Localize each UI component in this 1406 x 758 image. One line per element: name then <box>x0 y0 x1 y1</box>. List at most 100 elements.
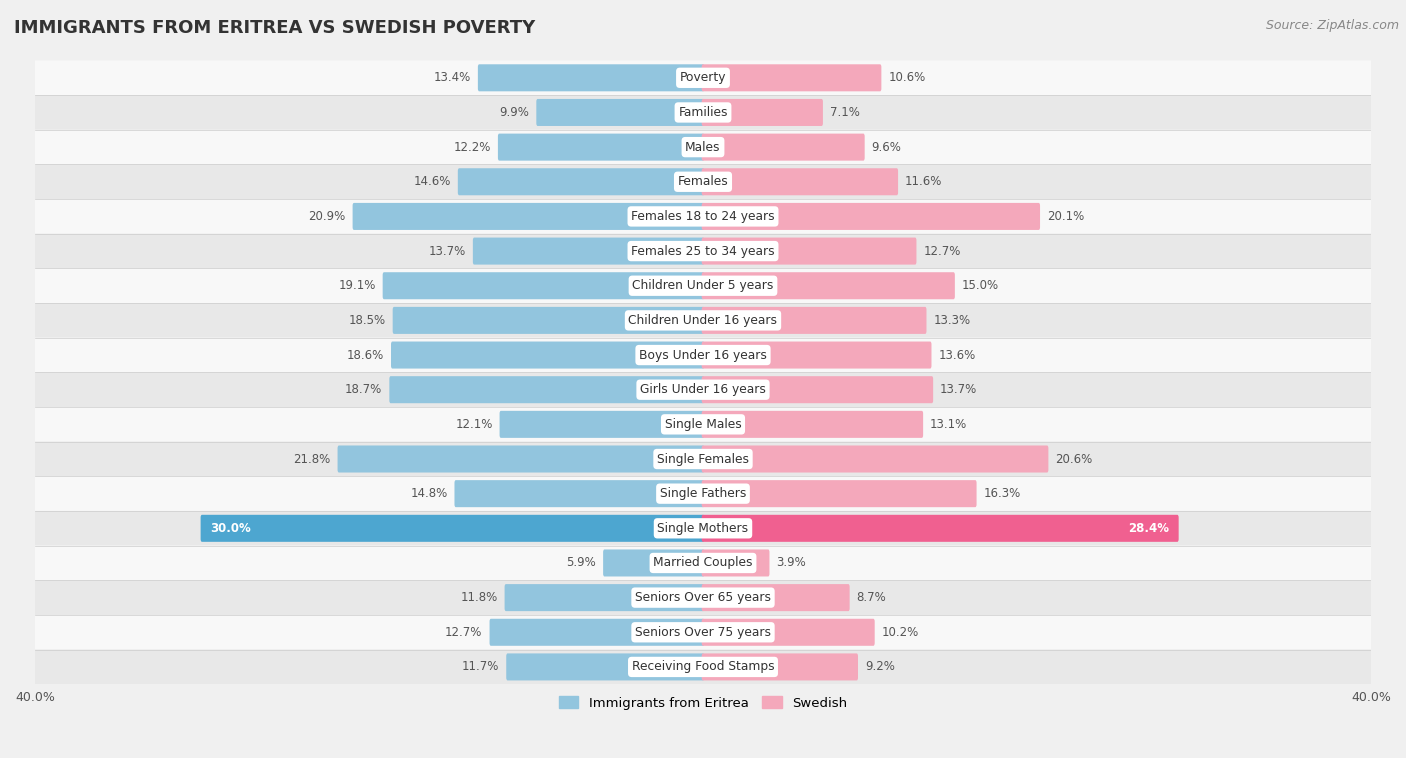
FancyBboxPatch shape <box>35 546 1371 581</box>
FancyBboxPatch shape <box>536 99 704 126</box>
FancyBboxPatch shape <box>35 199 1371 233</box>
FancyBboxPatch shape <box>702 133 865 161</box>
Text: 20.1%: 20.1% <box>1047 210 1084 223</box>
FancyBboxPatch shape <box>489 619 704 646</box>
FancyBboxPatch shape <box>35 442 1371 476</box>
Text: 14.8%: 14.8% <box>411 487 447 500</box>
Text: 12.7%: 12.7% <box>924 245 960 258</box>
FancyBboxPatch shape <box>391 342 704 368</box>
Text: Children Under 16 years: Children Under 16 years <box>628 314 778 327</box>
FancyBboxPatch shape <box>35 303 1371 338</box>
FancyBboxPatch shape <box>35 615 1371 650</box>
FancyBboxPatch shape <box>35 96 1371 130</box>
Text: IMMIGRANTS FROM ERITREA VS SWEDISH POVERTY: IMMIGRANTS FROM ERITREA VS SWEDISH POVER… <box>14 19 536 37</box>
Text: 12.7%: 12.7% <box>446 626 482 639</box>
FancyBboxPatch shape <box>702 584 849 611</box>
Text: 18.5%: 18.5% <box>349 314 385 327</box>
Text: 11.8%: 11.8% <box>460 591 498 604</box>
FancyBboxPatch shape <box>35 268 1371 303</box>
Text: 5.9%: 5.9% <box>567 556 596 569</box>
Text: 20.6%: 20.6% <box>1056 453 1092 465</box>
Text: Girls Under 16 years: Girls Under 16 years <box>640 384 766 396</box>
Text: 13.4%: 13.4% <box>433 71 471 84</box>
Text: 13.1%: 13.1% <box>931 418 967 431</box>
Text: 10.6%: 10.6% <box>889 71 925 84</box>
Text: 18.7%: 18.7% <box>344 384 382 396</box>
Text: Single Fathers: Single Fathers <box>659 487 747 500</box>
FancyBboxPatch shape <box>505 584 704 611</box>
Text: Source: ZipAtlas.com: Source: ZipAtlas.com <box>1265 19 1399 32</box>
Text: 9.2%: 9.2% <box>865 660 894 673</box>
FancyBboxPatch shape <box>702 237 917 265</box>
Text: 13.7%: 13.7% <box>429 245 465 258</box>
FancyBboxPatch shape <box>702 446 1049 472</box>
FancyBboxPatch shape <box>35 476 1371 511</box>
Text: 14.6%: 14.6% <box>413 175 451 188</box>
FancyBboxPatch shape <box>454 480 704 507</box>
Text: Females: Females <box>678 175 728 188</box>
Text: 13.6%: 13.6% <box>938 349 976 362</box>
Text: Boys Under 16 years: Boys Under 16 years <box>640 349 766 362</box>
FancyBboxPatch shape <box>35 338 1371 372</box>
Text: 9.9%: 9.9% <box>499 106 529 119</box>
FancyBboxPatch shape <box>702 64 882 91</box>
FancyBboxPatch shape <box>498 133 704 161</box>
Text: Single Males: Single Males <box>665 418 741 431</box>
FancyBboxPatch shape <box>702 376 934 403</box>
FancyBboxPatch shape <box>35 407 1371 442</box>
Text: Poverty: Poverty <box>679 71 727 84</box>
FancyBboxPatch shape <box>35 130 1371 164</box>
FancyBboxPatch shape <box>35 511 1371 546</box>
Text: Females 18 to 24 years: Females 18 to 24 years <box>631 210 775 223</box>
Text: 21.8%: 21.8% <box>294 453 330 465</box>
FancyBboxPatch shape <box>499 411 704 438</box>
Text: Families: Families <box>678 106 728 119</box>
FancyBboxPatch shape <box>35 372 1371 407</box>
FancyBboxPatch shape <box>35 233 1371 268</box>
FancyBboxPatch shape <box>353 203 704 230</box>
FancyBboxPatch shape <box>702 272 955 299</box>
FancyBboxPatch shape <box>392 307 704 334</box>
FancyBboxPatch shape <box>702 411 924 438</box>
FancyBboxPatch shape <box>201 515 704 542</box>
FancyBboxPatch shape <box>35 61 1371 96</box>
FancyBboxPatch shape <box>702 619 875 646</box>
Text: 7.1%: 7.1% <box>830 106 860 119</box>
FancyBboxPatch shape <box>389 376 704 403</box>
FancyBboxPatch shape <box>506 653 704 681</box>
Text: Married Couples: Married Couples <box>654 556 752 569</box>
FancyBboxPatch shape <box>702 342 932 368</box>
Legend: Immigrants from Eritrea, Swedish: Immigrants from Eritrea, Swedish <box>554 691 852 715</box>
FancyBboxPatch shape <box>702 99 823 126</box>
Text: 28.4%: 28.4% <box>1128 522 1168 535</box>
Text: 10.2%: 10.2% <box>882 626 920 639</box>
FancyBboxPatch shape <box>702 550 769 577</box>
Text: 20.9%: 20.9% <box>308 210 346 223</box>
FancyBboxPatch shape <box>702 203 1040 230</box>
FancyBboxPatch shape <box>35 650 1371 684</box>
Text: Seniors Over 65 years: Seniors Over 65 years <box>636 591 770 604</box>
FancyBboxPatch shape <box>702 515 1178 542</box>
Text: Children Under 5 years: Children Under 5 years <box>633 279 773 293</box>
Text: 18.6%: 18.6% <box>347 349 384 362</box>
Text: 11.6%: 11.6% <box>905 175 942 188</box>
Text: 13.3%: 13.3% <box>934 314 970 327</box>
Text: Females 25 to 34 years: Females 25 to 34 years <box>631 245 775 258</box>
Text: 13.7%: 13.7% <box>941 384 977 396</box>
Text: 30.0%: 30.0% <box>211 522 252 535</box>
FancyBboxPatch shape <box>702 307 927 334</box>
Text: Single Mothers: Single Mothers <box>658 522 748 535</box>
Text: 12.2%: 12.2% <box>454 141 491 154</box>
Text: Single Females: Single Females <box>657 453 749 465</box>
FancyBboxPatch shape <box>478 64 704 91</box>
FancyBboxPatch shape <box>603 550 704 577</box>
Text: 15.0%: 15.0% <box>962 279 1000 293</box>
Text: 11.7%: 11.7% <box>461 660 499 673</box>
FancyBboxPatch shape <box>472 237 704 265</box>
FancyBboxPatch shape <box>702 653 858 681</box>
FancyBboxPatch shape <box>458 168 704 196</box>
Text: 19.1%: 19.1% <box>339 279 375 293</box>
Text: Receiving Food Stamps: Receiving Food Stamps <box>631 660 775 673</box>
FancyBboxPatch shape <box>35 164 1371 199</box>
Text: 8.7%: 8.7% <box>856 591 886 604</box>
